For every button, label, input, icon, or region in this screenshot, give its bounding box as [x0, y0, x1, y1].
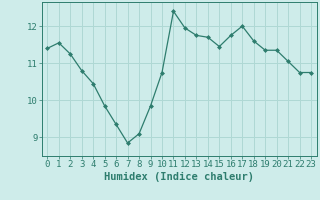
X-axis label: Humidex (Indice chaleur): Humidex (Indice chaleur): [104, 172, 254, 182]
